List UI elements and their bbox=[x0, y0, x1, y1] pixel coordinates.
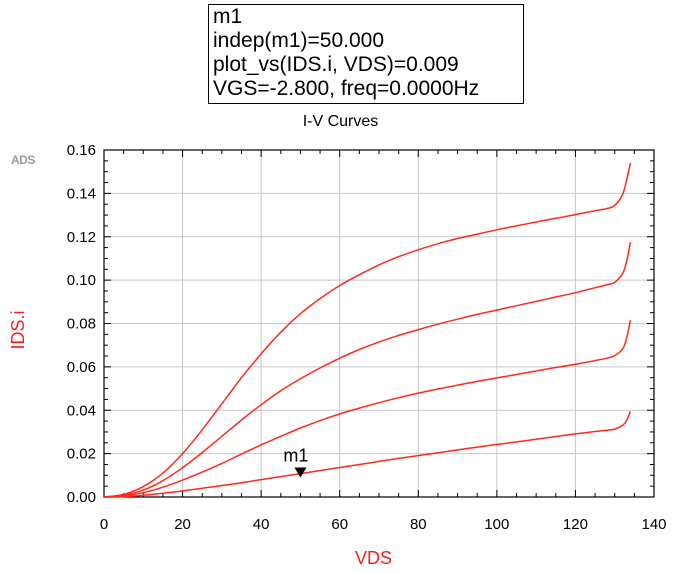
y-tick-label: 0.02 bbox=[67, 446, 96, 463]
iv-curve-1 bbox=[103, 411, 632, 498]
y-tick-label: 0.08 bbox=[67, 316, 96, 333]
iv-curve-2 bbox=[103, 320, 632, 498]
iv-curve-4 bbox=[103, 162, 632, 498]
grid-lines bbox=[104, 150, 654, 497]
y-tick-label: 0.10 bbox=[67, 272, 96, 289]
x-tick-label: 120 bbox=[563, 516, 588, 533]
plot-frame bbox=[103, 149, 655, 498]
marker-label: m1 bbox=[283, 445, 308, 465]
ads-logo: ADS bbox=[11, 153, 35, 167]
x-axis-label: VDS bbox=[355, 548, 393, 568]
chart-title: I-V Curves bbox=[302, 113, 379, 130]
x-tick-label: 20 bbox=[174, 516, 191, 533]
x-tick-label: 100 bbox=[484, 516, 509, 533]
y-tick-label: 0.16 bbox=[67, 142, 96, 159]
x-tick-label: 0 bbox=[100, 516, 108, 533]
y-tick-label: 0.06 bbox=[67, 359, 96, 376]
x-tick-label: 80 bbox=[410, 516, 427, 533]
marker-sweep-values: VGS=-2.800, freq=0.0000Hz bbox=[213, 77, 480, 100]
y-axis-label: IDS.i bbox=[8, 310, 28, 350]
y-tick-label: 0.04 bbox=[67, 402, 96, 419]
marker-indep-value: indep(m1)=50.000 bbox=[213, 29, 385, 52]
marker-triangle-icon bbox=[294, 467, 307, 478]
x-tick-label: 140 bbox=[641, 516, 666, 533]
series-curves bbox=[103, 162, 632, 498]
x-tick-label: 40 bbox=[253, 516, 270, 533]
m1-marker[interactable]: m1 bbox=[283, 445, 308, 478]
tick-labels: 0 20 40 60 80 100 120 140 0.00 0.02 0.04 0.06 0.08 0.… bbox=[67, 142, 667, 533]
y-tick-label: 0.14 bbox=[67, 185, 96, 202]
x-tick-label: 60 bbox=[331, 516, 348, 533]
marker-readout-box[interactable]: m1 indep(m1)=50.000 plot_vs(IDS.i, VDS)=… bbox=[208, 4, 524, 104]
y-tick-label: 0.00 bbox=[67, 489, 96, 506]
marker-name: m1 bbox=[213, 5, 243, 28]
y-tick-label: 0.12 bbox=[67, 229, 96, 246]
marker-plot-value: plot_vs(IDS.i, VDS)=0.009 bbox=[213, 53, 459, 76]
iv-curve-3 bbox=[103, 242, 632, 498]
